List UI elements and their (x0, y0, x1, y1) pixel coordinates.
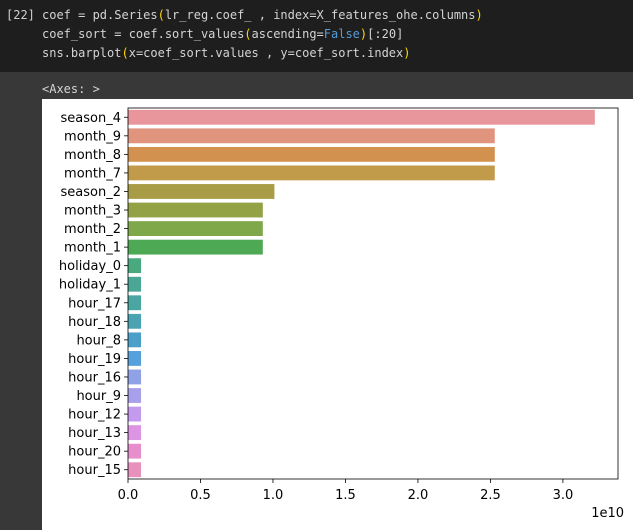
bar-month_7 (128, 165, 495, 181)
code-token: ] (396, 27, 404, 41)
y-tick-label: month_7 (64, 166, 121, 181)
code-token: ascending= (251, 27, 324, 41)
axes-frame (127, 107, 619, 480)
bar-month_8 (128, 146, 495, 162)
code-token: ) (359, 27, 368, 41)
code-token: lr_reg.coef_ , index=X_features_ohe.colu… (164, 8, 476, 22)
code-cell[interactable]: [22] coef = pd.Series(lr_reg.coef_ , ind… (0, 0, 633, 72)
bar-month_1 (128, 239, 263, 255)
code-token: coef_sort = coef.sort_values (42, 27, 245, 41)
code-token: [ (367, 27, 375, 41)
bar-hour_17 (128, 295, 142, 311)
y-tick-label: hour_12 (68, 408, 121, 423)
bar-hour_19 (128, 351, 142, 366)
code-token: ( (244, 27, 252, 41)
y-tick-label: month_8 (64, 148, 121, 163)
code-token: :20 (374, 27, 397, 41)
y-tick-label: hour_17 (68, 296, 121, 311)
y-tick-label: month_2 (64, 222, 121, 237)
y-tick-label: month_1 (64, 241, 121, 256)
y-tick-label: hour_15 (68, 463, 121, 478)
code-token: ) (403, 46, 411, 60)
y-tick-label: holiday_1 (59, 278, 121, 293)
y-tick-label: holiday_0 (59, 259, 121, 274)
bar-month_3 (128, 202, 263, 218)
bar-hour_9 (128, 388, 142, 403)
y-tick-label: season_4 (61, 111, 121, 126)
bar-hour_12 (128, 406, 142, 422)
code-line: coef_sort = coef.sort_values(ascending=F… (42, 27, 403, 41)
code-editor[interactable]: coef = pd.Series(lr_reg.coef_ , index=X_… (42, 6, 483, 63)
y-tick-label: hour_19 (68, 352, 121, 367)
bar-season_4 (128, 109, 595, 125)
code-token: ) (475, 8, 483, 22)
x-offset-label: 1e10 (591, 506, 624, 521)
y-tick-label: month_9 (64, 129, 121, 144)
y-tick-label: hour_8 (76, 333, 121, 348)
bar-holiday_1 (128, 276, 142, 292)
bar-hour_15 (128, 462, 142, 478)
code-token: coef = pd.Series (42, 8, 158, 22)
y-tick-label: hour_18 (68, 315, 121, 330)
x-tick-label: 1.5 (335, 488, 356, 503)
execution-count: [22] (6, 8, 35, 22)
x-tick-label: 3.0 (553, 488, 574, 503)
x-tick-label: 2.0 (408, 488, 429, 503)
output-repr: <Axes: > (42, 82, 100, 96)
bar-season_2 (128, 184, 275, 199)
x-tick-label: 1.0 (263, 488, 284, 503)
code-token: x=coef_sort.values , y=coef_sort.index (128, 46, 404, 60)
code-line: sns.barplot(x=coef_sort.values , y=coef_… (42, 46, 411, 60)
code-token: ( (157, 8, 165, 22)
bar-hour_13 (128, 425, 142, 441)
bar-hour_16 (128, 369, 142, 385)
bar-hour_8 (128, 332, 142, 348)
bar-hour_18 (128, 313, 142, 329)
bar-hour_20 (128, 443, 142, 459)
x-tick-label: 0.0 (118, 488, 139, 503)
code-token: False (323, 27, 360, 41)
y-tick-label: hour_20 (68, 445, 121, 460)
code-line: coef = pd.Series(lr_reg.coef_ , index=X_… (42, 8, 483, 22)
y-tick-label: hour_16 (68, 370, 121, 385)
y-tick-label: month_3 (64, 204, 121, 219)
bar-holiday_0 (128, 258, 142, 274)
y-tick-label: season_2 (61, 185, 121, 200)
code-token: ( (121, 46, 129, 60)
bar-month_9 (128, 128, 495, 144)
y-tick-label: hour_9 (76, 389, 121, 404)
x-tick-label: 0.5 (190, 488, 211, 503)
x-tick-label: 2.5 (480, 488, 501, 503)
bar-month_2 (128, 221, 263, 236)
code-token: sns.barplot (42, 46, 122, 60)
y-tick-label: hour_13 (68, 426, 121, 441)
